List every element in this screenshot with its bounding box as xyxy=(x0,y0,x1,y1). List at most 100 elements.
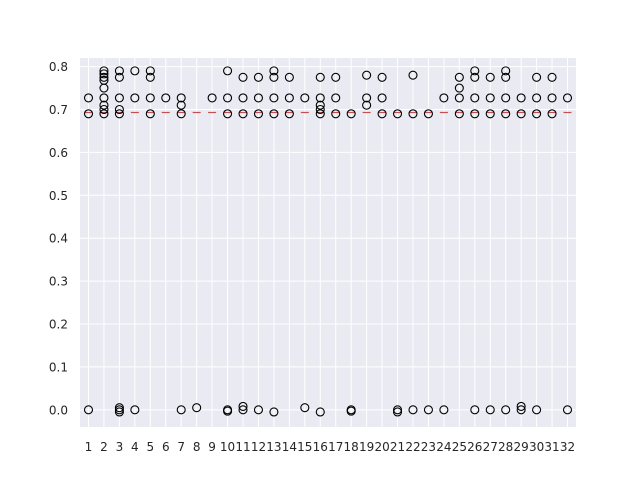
outlier-marker xyxy=(300,93,310,103)
outlier-marker xyxy=(377,93,387,103)
outlier-marker xyxy=(269,93,279,103)
outlier-marker xyxy=(454,72,464,82)
x-tick-label: 11 xyxy=(235,440,250,454)
x-tick-label: 29 xyxy=(514,440,529,454)
outlier-marker xyxy=(423,405,433,415)
x-tick-label: 30 xyxy=(529,440,544,454)
plot-area xyxy=(80,58,576,427)
outlier-marker xyxy=(253,72,264,82)
outlier-marker xyxy=(176,405,186,415)
y-tick-label: 0.3 xyxy=(49,275,68,289)
outlier-marker xyxy=(501,72,511,82)
x-tick-label: 7 xyxy=(177,440,185,454)
x-tick-label: 9 xyxy=(208,440,216,454)
outlier-marker xyxy=(114,407,124,417)
outlier-marker xyxy=(114,72,124,82)
x-tick-label: 2 xyxy=(100,440,108,454)
outlier-marker xyxy=(439,405,449,415)
outlier-marker xyxy=(362,70,372,80)
x-tick-label: 4 xyxy=(131,440,139,454)
y-tick-label: 0.1 xyxy=(49,360,68,374)
outlier-marker xyxy=(516,109,526,119)
outlier-marker xyxy=(300,403,310,413)
y-tick-label: 0.4 xyxy=(49,232,68,246)
outlier-marker xyxy=(114,66,124,76)
outlier-marker xyxy=(470,109,480,119)
outlier-marker xyxy=(114,109,124,119)
x-tick-label: 17 xyxy=(328,440,343,454)
outlier-marker xyxy=(346,406,356,416)
x-tick-label: 28 xyxy=(498,440,513,454)
outlier-marker xyxy=(532,109,542,119)
outlier-marker xyxy=(315,109,325,119)
outlier-marker xyxy=(176,100,186,110)
outlier-marker xyxy=(470,93,480,103)
outlier-marker xyxy=(501,93,511,103)
outlier-marker xyxy=(454,83,464,93)
outlier-marker xyxy=(315,100,325,110)
outlier-marker xyxy=(99,72,109,82)
outlier-marker xyxy=(284,72,294,82)
x-tick-label: 21 xyxy=(390,440,405,454)
outlier-marker xyxy=(501,405,511,415)
outlier-marker xyxy=(315,407,325,417)
x-tick-label: 32 xyxy=(560,440,575,454)
x-tick-label: 3 xyxy=(116,440,124,454)
outlier-marker xyxy=(377,109,387,119)
outlier-marker xyxy=(470,72,480,82)
outlier-marker xyxy=(269,72,279,82)
outlier-marker xyxy=(192,403,202,413)
outlier-marker xyxy=(516,401,526,411)
outlier-marker xyxy=(114,104,124,115)
outlier-marker xyxy=(238,109,248,119)
x-tick-label: 18 xyxy=(344,440,359,454)
outlier-marker xyxy=(99,66,109,76)
y-tick-label: 0.6 xyxy=(49,146,68,160)
outlier-marker xyxy=(485,93,495,103)
outlier-marker xyxy=(207,93,217,103)
grid-lines xyxy=(80,58,576,427)
outlier-marker xyxy=(315,93,325,103)
y-tick-label: 0.2 xyxy=(49,318,68,332)
outlier-marker xyxy=(547,93,557,103)
x-axis-tick-labels: 1 2 3 4 5 6 7 8 9 10 11 12 13 14 15 16 17 18 19 20 21 22 23 24 2… xyxy=(85,440,575,454)
outlier-marker xyxy=(331,93,341,103)
outlier-marker xyxy=(269,66,279,76)
x-tick-label: 8 xyxy=(193,440,201,454)
outlier-marker xyxy=(253,405,264,415)
outlier-marker xyxy=(238,401,248,411)
outlier-marker xyxy=(392,407,403,417)
x-tick-label: 14 xyxy=(282,440,297,454)
outlier-marker xyxy=(145,66,155,76)
outlier-marker xyxy=(532,405,542,415)
outlier-marker xyxy=(331,109,341,119)
outlier-marker xyxy=(485,405,495,415)
x-tick-label: 22 xyxy=(405,440,420,454)
outlier-marker xyxy=(145,109,155,119)
x-tick-label: 13 xyxy=(266,440,281,454)
outlier-marker xyxy=(99,83,109,93)
outlier-marker xyxy=(223,109,233,119)
outlier-marker xyxy=(362,100,372,110)
outlier-marker xyxy=(547,109,557,119)
outlier-marker xyxy=(223,93,233,103)
outlier-marker xyxy=(223,66,233,76)
outlier-marker xyxy=(408,109,418,119)
outlier-marker xyxy=(470,66,480,76)
x-tick-label: 24 xyxy=(436,440,451,454)
outlier-marker xyxy=(362,93,372,103)
outlier-marker xyxy=(547,72,557,82)
y-tick-label: 0.8 xyxy=(49,60,68,74)
outlier-marker xyxy=(99,109,109,119)
x-tick-label: 5 xyxy=(146,440,154,454)
outlier-markers xyxy=(83,66,573,417)
x-tick-label: 15 xyxy=(297,440,312,454)
outlier-marker xyxy=(439,93,449,103)
x-tick-label: 16 xyxy=(313,440,328,454)
outlier-marker xyxy=(532,72,542,82)
outlier-marker xyxy=(99,104,109,115)
outlier-marker xyxy=(501,109,511,119)
x-tick-label: 12 xyxy=(251,440,266,454)
outlier-marker xyxy=(130,405,140,415)
